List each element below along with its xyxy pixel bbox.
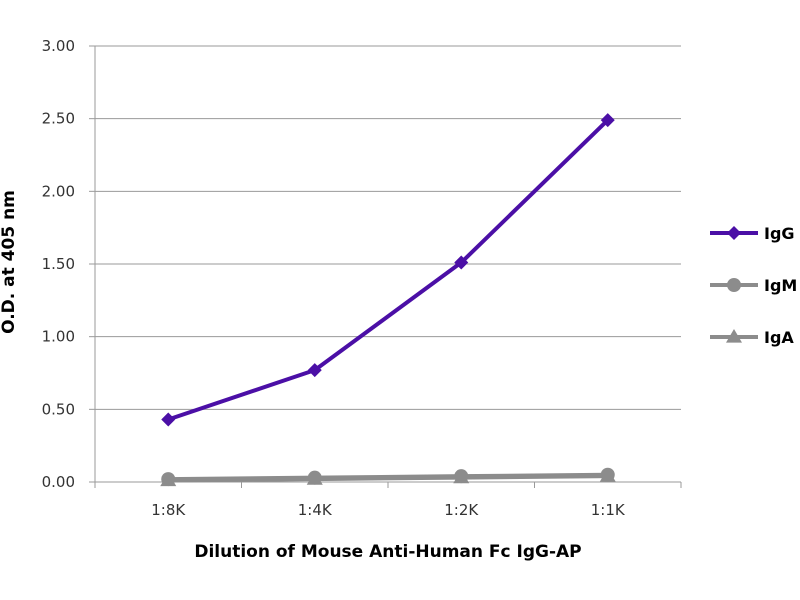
legend-marker-igm bbox=[727, 278, 741, 292]
series-lines bbox=[166, 118, 610, 483]
y-tick-label: 0.00 bbox=[42, 473, 75, 491]
x-tick-label: 1:2K bbox=[444, 501, 479, 519]
data-point-igm bbox=[600, 467, 615, 482]
y-tick-label: 1.00 bbox=[42, 328, 75, 346]
x-tick-labels: 1:8K 1:4K 1:2K 1:1K bbox=[151, 501, 626, 519]
data-point-igm bbox=[454, 469, 469, 484]
series-markers bbox=[160, 113, 616, 487]
data-point-igm bbox=[307, 470, 322, 485]
x-axis-title: Dilution of Mouse Anti-Human Fc IgG-AP bbox=[194, 542, 581, 562]
gridlines bbox=[95, 45, 681, 410]
axes bbox=[89, 45, 682, 488]
x-tick-label: 1:1K bbox=[591, 501, 626, 519]
data-point-igg bbox=[600, 113, 615, 128]
y-tick-label: 1.50 bbox=[42, 255, 75, 273]
series-line-igg bbox=[166, 118, 610, 422]
data-point-igg bbox=[454, 255, 469, 270]
y-tick-label: 0.50 bbox=[42, 400, 75, 418]
x-tick-label: 1:4K bbox=[298, 501, 333, 519]
y-tick-label: 3.00 bbox=[42, 37, 75, 55]
legend-marker-iga bbox=[726, 329, 742, 343]
series-line-igm bbox=[166, 472, 610, 482]
legend-label-iga: IgA bbox=[764, 328, 794, 347]
y-tick-labels: 0.00 0.50 1.00 1.50 2.00 2.50 3.00 bbox=[42, 37, 75, 491]
x-tick-label: 1:8K bbox=[151, 501, 186, 519]
data-point-igg bbox=[307, 363, 322, 378]
data-point-igm bbox=[161, 472, 176, 487]
legend-label-igm: IgM bbox=[764, 276, 797, 295]
legend-marker-igg bbox=[727, 226, 741, 240]
y-tick-label: 2.00 bbox=[42, 182, 75, 200]
data-point-igg bbox=[161, 412, 176, 427]
y-tick-label: 2.50 bbox=[42, 110, 75, 128]
y-axis-title: O.D. at 405 nm bbox=[0, 190, 19, 334]
legend-label-igg: IgG bbox=[764, 224, 795, 243]
legend: IgG IgM IgA bbox=[710, 224, 797, 347]
